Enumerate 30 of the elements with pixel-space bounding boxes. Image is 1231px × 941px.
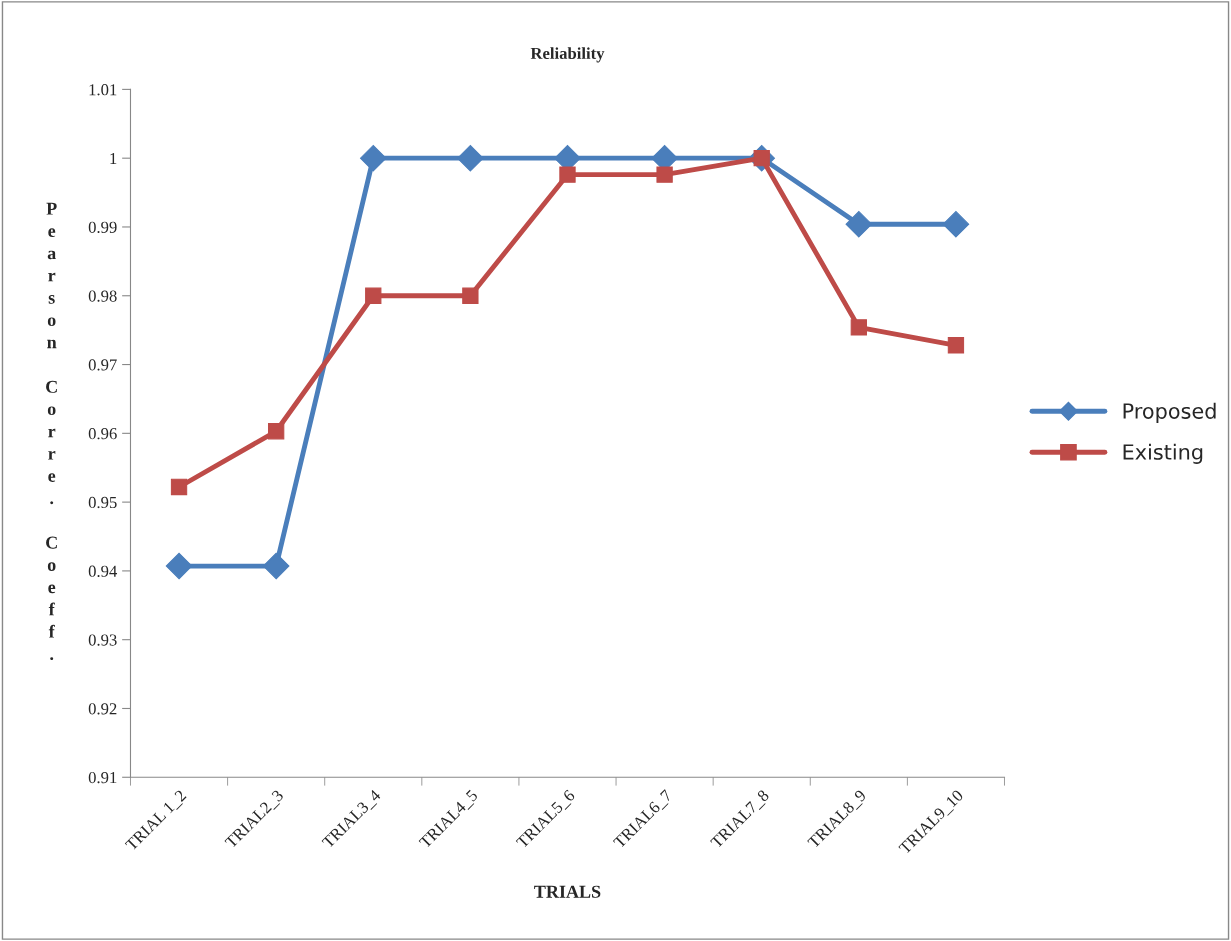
point	[947, 337, 965, 354]
legend-label: Proposed	[1123, 402, 1216, 423]
y-tick-label: 0.91	[88, 771, 117, 784]
y-tick-label: 1.01	[89, 84, 117, 96]
y-tick-label: 0.92	[88, 703, 117, 715]
y-tick-label: 0.94	[88, 565, 118, 577]
legend-label: Existing	[1123, 443, 1203, 464]
point	[170, 478, 188, 496]
point	[165, 552, 193, 580]
x-axis-title: TRIALS	[534, 885, 601, 898]
point	[656, 166, 673, 183]
point	[365, 287, 382, 304]
y-tick-label: 0.97	[88, 359, 117, 371]
point	[457, 144, 484, 172]
y-tick-label: 0.96	[88, 428, 117, 440]
point	[462, 287, 479, 304]
text: Pearson Corre. Coeff.	[46, 202, 57, 661]
point	[359, 144, 387, 172]
y-tick-label: 1	[110, 152, 117, 164]
y-tick-label: 0.98	[88, 290, 117, 302]
chart-title: Reliability	[530, 47, 605, 63]
point	[268, 423, 285, 440]
y-tick-label: 0.99	[88, 221, 117, 233]
y-tick-label: 0.93	[88, 634, 117, 646]
point	[559, 166, 576, 183]
point	[850, 319, 867, 336]
point	[845, 210, 873, 238]
y-tick-label: 0.95	[88, 496, 117, 509]
point	[262, 552, 290, 580]
point	[942, 210, 970, 238]
